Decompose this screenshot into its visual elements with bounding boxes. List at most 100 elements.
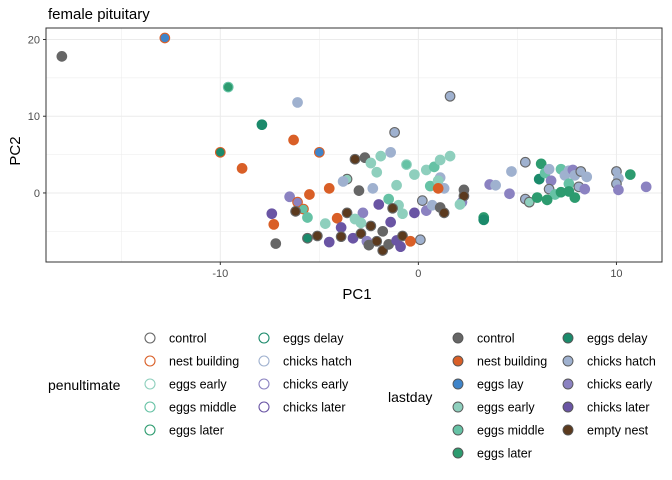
- data-point: [490, 179, 501, 191]
- data-point: [519, 156, 531, 168]
- data-point: [409, 207, 420, 219]
- data-point: [266, 208, 278, 220]
- data-point: [535, 158, 547, 170]
- data-point: [385, 216, 396, 228]
- data-point: [434, 154, 446, 166]
- data-point: [387, 202, 398, 214]
- legend-label: nest building: [477, 355, 547, 369]
- legend-label: chicks hatch: [283, 355, 352, 369]
- legend-label: nest building: [169, 355, 239, 369]
- legend-label: eggs early: [477, 401, 535, 415]
- legend-label: chicks hatch: [587, 355, 656, 369]
- data-point: [478, 214, 490, 226]
- legend-label: eggs lay: [477, 378, 524, 392]
- legend-lastday: lastday control nest building eggs lay eggs …: [388, 332, 656, 461]
- data-point: [523, 196, 535, 208]
- data-point: [365, 157, 377, 169]
- x-tick-label: 10: [610, 268, 622, 280]
- legend-label: control: [169, 332, 207, 346]
- data-point: [581, 171, 593, 183]
- data-point: [579, 183, 591, 195]
- legend-label: chicks early: [587, 378, 653, 392]
- data-point: [357, 207, 369, 219]
- legend-key: [562, 424, 574, 436]
- plot-border: [45, 27, 663, 263]
- legend-key: [258, 401, 270, 413]
- chart-title: female pituitary: [48, 6, 150, 23]
- data-point: [270, 238, 282, 249]
- data-point: [377, 225, 389, 237]
- data-point: [543, 163, 555, 175]
- data-point: [415, 234, 426, 246]
- legend-label: eggs delay: [587, 332, 648, 346]
- data-point: [159, 32, 171, 44]
- data-point: [335, 222, 347, 233]
- data-point: [375, 150, 387, 162]
- legends: penultimate control nest building eggs earl…: [48, 332, 656, 461]
- data-point: [290, 206, 301, 217]
- data-point: [56, 51, 68, 62]
- legend-label: eggs early: [169, 378, 227, 392]
- data-point: [349, 153, 361, 165]
- legend-title: penultimate: [48, 377, 121, 393]
- legend-label: eggs delay: [283, 332, 344, 346]
- legend-key: [562, 378, 574, 390]
- axes: -10 0 10 0 10 20: [28, 35, 623, 280]
- legend-key: [452, 401, 464, 413]
- legend-key: [452, 424, 464, 436]
- legend-key: [562, 355, 574, 367]
- data-point: [405, 235, 416, 247]
- data-point: [428, 161, 440, 173]
- y-tick-label: 10: [28, 111, 40, 123]
- x-tick-label: 0: [415, 268, 421, 280]
- data-point: [373, 199, 385, 210]
- legend-key: [562, 332, 574, 344]
- legend-key: [258, 378, 270, 390]
- legend-label: eggs middle: [477, 424, 544, 438]
- y-tick-label: 0: [34, 188, 40, 200]
- data-point: [438, 207, 450, 219]
- data-point: [323, 236, 335, 248]
- data-point: [385, 146, 396, 158]
- legend-label: chicks later: [283, 401, 346, 415]
- legend-key: [144, 401, 156, 413]
- data-point: [302, 212, 313, 223]
- data-point: [506, 166, 517, 177]
- data-point: [268, 219, 280, 230]
- legend-label: eggs later: [477, 447, 532, 461]
- data-point: [353, 185, 365, 196]
- data-points: [56, 32, 652, 256]
- data-point: [613, 184, 624, 196]
- data-point: [319, 218, 331, 229]
- data-point: [302, 232, 313, 244]
- data-point: [444, 150, 456, 162]
- data-point: [312, 230, 323, 242]
- legend-key: [258, 332, 270, 344]
- data-point: [337, 176, 349, 187]
- data-point: [444, 90, 456, 102]
- data-point: [313, 146, 325, 158]
- legend-key: [452, 355, 464, 367]
- data-point: [341, 207, 353, 219]
- data-point: [504, 188, 515, 200]
- data-point: [397, 208, 408, 220]
- data-point: [401, 159, 412, 170]
- legend-key: [144, 332, 156, 344]
- legend-key: [562, 401, 574, 413]
- data-point: [304, 189, 315, 200]
- legend-penultimate: penultimate control nest building eggs earl…: [48, 332, 352, 438]
- data-point: [397, 230, 408, 242]
- legend-label: chicks later: [587, 401, 650, 415]
- data-point: [389, 126, 400, 138]
- data-point: [541, 194, 553, 206]
- data-point: [355, 228, 367, 239]
- legend-key: [144, 424, 156, 436]
- data-point: [391, 179, 402, 191]
- data-point: [323, 182, 335, 194]
- data-point: [355, 217, 367, 229]
- legend-key: [452, 447, 464, 459]
- data-point: [458, 190, 470, 202]
- legend-title: lastday: [388, 389, 432, 405]
- data-point: [292, 97, 303, 108]
- data-point: [371, 235, 383, 247]
